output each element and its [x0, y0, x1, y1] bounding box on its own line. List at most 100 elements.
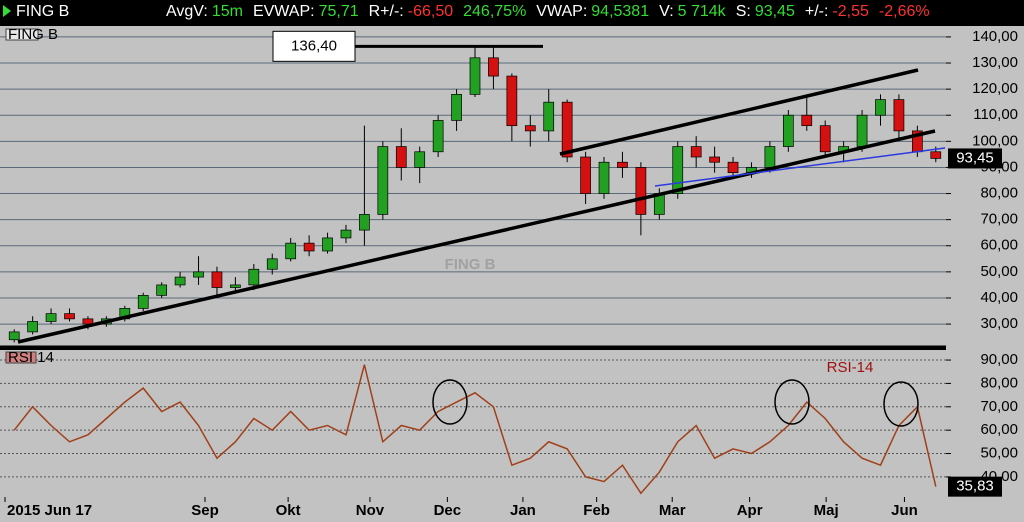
highlight-circle	[883, 381, 919, 427]
candle-body	[782, 114, 794, 147]
candle-body	[561, 101, 573, 158]
last-value-box	[948, 476, 1002, 497]
y-tick-label: 110,00	[973, 106, 1018, 123]
annotation-label: 136,40	[291, 37, 337, 54]
candle-body	[727, 161, 739, 174]
trend-line	[17, 129, 936, 344]
x-tick-label: Dec	[434, 502, 462, 519]
x-tick-label: Okt	[276, 502, 301, 519]
stat-value: -66,50	[408, 3, 453, 20]
y-tick-label: 80,00	[980, 185, 1018, 202]
stat-label: S:	[736, 3, 751, 20]
candle-body	[893, 99, 905, 132]
candle-body	[875, 99, 886, 116]
y-tick-label: 60,00	[980, 237, 1018, 254]
candle-body	[45, 313, 57, 322]
candle-body	[672, 146, 684, 194]
candle-body	[543, 101, 555, 132]
stat-label: V:	[659, 3, 674, 20]
x-tick-label: Nov	[356, 502, 385, 519]
y-tick-label: 130,00	[972, 54, 1018, 71]
y-tick-label: 40,00	[980, 289, 1018, 306]
stat-value: 94,5381	[591, 3, 649, 20]
header-title: FING B	[16, 3, 69, 20]
candle-body	[64, 313, 75, 320]
rsi-panel	[0, 350, 946, 497]
candle-body	[248, 268, 260, 286]
candle-body	[690, 146, 702, 158]
last-value-label: 35,83	[956, 478, 994, 495]
y-tick-label: 70,00	[980, 398, 1018, 415]
trend-line	[559, 68, 919, 156]
candle-body	[174, 276, 186, 286]
candle-body	[377, 146, 389, 215]
x-tick-label: Feb	[583, 502, 610, 519]
candle-body	[303, 242, 315, 252]
highlight-circle	[774, 379, 810, 425]
candle-body	[432, 120, 444, 153]
stat-value: 5 714k	[678, 3, 727, 20]
x-tick-label: Jun	[891, 502, 918, 519]
candle-body	[801, 114, 813, 127]
last-value-label: 93,45	[956, 149, 994, 166]
highlight-circle	[432, 379, 468, 425]
last-value-box	[948, 148, 1002, 169]
y-tick-label: 90,00	[980, 351, 1018, 368]
stat-value: -2,66%	[879, 3, 930, 20]
candle-body	[156, 284, 168, 296]
candle-body	[819, 125, 831, 153]
watermark: FING B	[445, 256, 496, 273]
candle-body	[230, 284, 241, 288]
candle-body	[285, 242, 297, 260]
stat-value: -2,55	[832, 3, 869, 20]
annotation-box	[272, 30, 356, 62]
candle-body	[930, 151, 942, 159]
header-stats: AvgV: 15m EVWAP: 75,71 R+/-: -66,50 246,75% VWA…	[166, 3, 930, 20]
y-tick-label: 60,00	[980, 421, 1018, 438]
candle-body	[211, 271, 223, 288]
y-tick-label: 80,00	[980, 374, 1018, 391]
panel-title-box	[5, 351, 37, 364]
stat-value: 93,45	[755, 3, 795, 20]
trend-line	[654, 147, 946, 187]
x-tick-label: Jan	[510, 502, 536, 519]
candle-body	[82, 318, 94, 325]
y-tick-label: 120,00	[972, 80, 1018, 97]
candle-body	[137, 295, 149, 309]
stat-label: EVWAP:	[253, 3, 315, 20]
stat-label: AvgV:	[166, 3, 208, 20]
candle-body	[709, 156, 720, 163]
stat-value: 75,71	[319, 3, 359, 20]
candle-body	[266, 258, 278, 270]
candle-body	[580, 156, 591, 194]
stat-label: VWAP:	[536, 3, 587, 20]
header-arrow	[3, 5, 11, 17]
indicator-label: RSI-14	[827, 359, 874, 376]
stat-label: +/-:	[805, 3, 829, 20]
y-tick-label: 70,00	[980, 211, 1018, 228]
x-tick-label: Sep	[191, 502, 219, 519]
candle-body	[27, 321, 38, 333]
candle-body	[506, 75, 518, 127]
y-tick-label: 30,00	[980, 315, 1018, 332]
time-axis	[0, 497, 1024, 522]
y-tick-label: 100,00	[972, 132, 1018, 149]
candle-body	[524, 125, 536, 132]
panel-title: FING B	[8, 26, 58, 43]
candle-body	[8, 331, 20, 341]
value-axis	[946, 26, 1024, 497]
panel-title-box	[5, 28, 39, 41]
candle-body	[635, 167, 647, 215]
candle-body	[359, 214, 370, 231]
candle-body	[617, 161, 628, 168]
stat-value: 15m	[212, 3, 243, 20]
candle-body	[598, 161, 610, 194]
candle-body	[414, 151, 426, 168]
x-tick-label: Maj	[814, 502, 839, 519]
stat-value: 246,75%	[463, 3, 526, 20]
y-tick-label: 50,00	[980, 444, 1018, 461]
candle-body	[488, 57, 499, 77]
stat-label: R+/-:	[369, 3, 404, 20]
x-tick-label: Apr	[737, 502, 763, 519]
